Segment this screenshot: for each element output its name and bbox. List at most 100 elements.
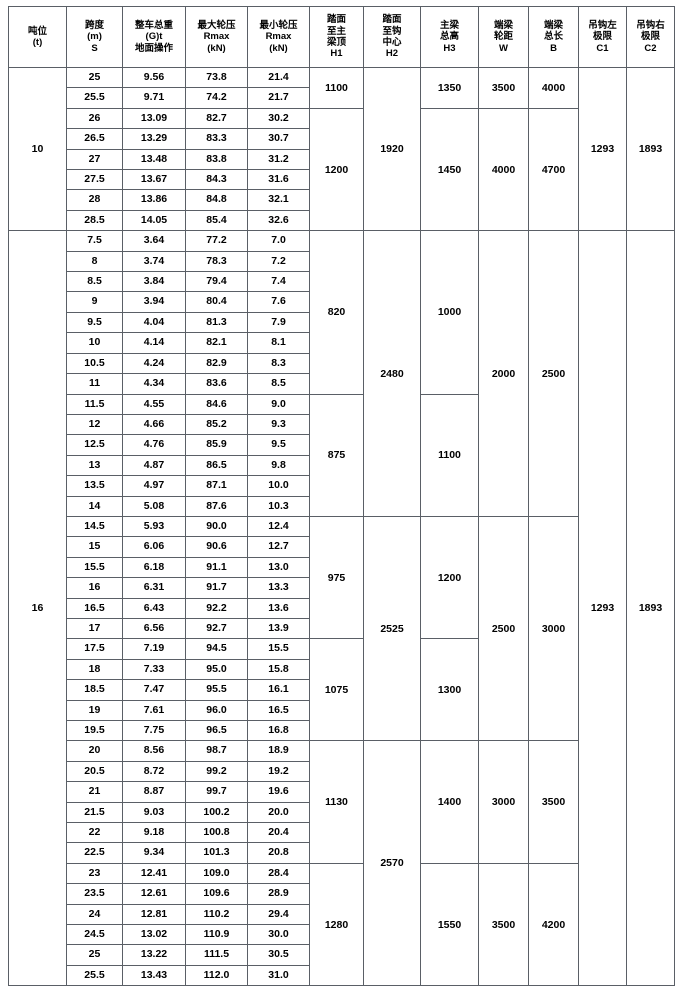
header-line: 端梁 [493, 19, 513, 31]
cell-rmin: 9.0 [247, 393, 310, 415]
header-line: 吊钩右 [636, 19, 665, 31]
cell-rmin: 7.9 [247, 311, 310, 334]
cell-rmax: 95.0 [185, 658, 248, 681]
header-line: 总长 [543, 31, 563, 43]
table-row: 13 4.87 86.5 9.8 [9, 454, 675, 477]
cell-rmin: 13.9 [247, 617, 310, 640]
cell-b: 3000 [528, 515, 579, 742]
column-header-c2: 吊钩右 极限 C2 [626, 6, 675, 68]
table-row: 10 25 9.56 73.8 21.4 1100 1920 1350 3500 4000 1293… [8, 66, 675, 232]
cell-span: 23.5 [66, 883, 123, 905]
cell-gross-weight: 3.64 [122, 230, 186, 252]
cell-rmin: 8.1 [247, 332, 310, 354]
cell-h1: 820 [309, 230, 364, 395]
table-row: 18 7.33 95.0 15.8 [9, 658, 675, 681]
header-line: C1 [596, 42, 609, 54]
cell-h1: 1100 [309, 67, 364, 109]
cell-gross-weight: 4.14 [122, 332, 186, 354]
table-row: 9.5 4.04 81.3 7.9 [9, 311, 675, 334]
cell-gross-weight: 6.56 [122, 617, 186, 640]
cell-rmax: 112.0 [185, 964, 248, 986]
table-row: 8.5 3.84 79.4 7.4 [9, 271, 675, 293]
cell-rmax: 83.6 [185, 373, 248, 395]
cell-gross-weight: 9.71 [122, 87, 186, 109]
cell-span: 26.5 [66, 128, 123, 150]
table-row: 28 13.86 84.8 32.1 [9, 189, 675, 211]
table-row: 22.5 9.34 101.3 20.8 [9, 842, 675, 864]
spec-sheet: 吨位 (t) 跨度 (m) S 整车总重 (G)t 地面操作 最大轮压 Rmax (kN) 最小轮压 R… [8, 6, 675, 986]
header-line: 梁顶 [326, 37, 346, 48]
cell-span: 10 [66, 332, 123, 354]
table-row: 9 3.94 80.4 7.6 [9, 291, 675, 313]
cell-span: 11.5 [66, 393, 123, 415]
column-header-w: 端梁 轮距 W [478, 6, 529, 68]
header-line: 端梁 [543, 19, 563, 31]
cell-gross-weight: 4.66 [122, 413, 186, 436]
cell-rmax: 86.5 [185, 454, 248, 477]
cell-b: 4700 [528, 107, 579, 232]
cell-gross-weight: 4.24 [122, 352, 186, 375]
cell-span: 26 [66, 107, 123, 130]
cell-rmax: 87.6 [185, 495, 248, 517]
cell-rmin: 12.4 [247, 515, 310, 538]
cell-w: 3000 [478, 740, 529, 864]
cell-span: 19.5 [66, 719, 123, 742]
cell-span: 28 [66, 189, 123, 211]
cell-rmax: 99.7 [185, 781, 248, 803]
cell-gross-weight: 6.43 [122, 597, 186, 619]
cell-rmax: 84.3 [185, 169, 248, 191]
cell-rmin: 20.8 [247, 842, 310, 864]
cell-span: 13.5 [66, 475, 123, 497]
cell-rmax: 87.1 [185, 475, 248, 497]
cell-span: 8 [66, 250, 123, 273]
cell-span: 24.5 [66, 924, 123, 946]
header-line: 最大轮压 [197, 19, 236, 31]
cell-gross-weight: 13.22 [122, 944, 186, 966]
cell-rmax: 109.6 [185, 883, 248, 905]
table-row: 18.5 7.47 95.5 16.1 [9, 679, 675, 701]
cell-rmax: 83.3 [185, 128, 248, 150]
cell-span: 15 [66, 536, 123, 558]
table-row: 11.5 4.55 84.6 9.0 875 1100 [9, 393, 675, 517]
cell-rmin: 7.2 [247, 250, 310, 273]
cell-rmax: 111.5 [185, 944, 248, 966]
cell-span: 22.5 [66, 842, 123, 864]
cell-rmax: 100.8 [185, 822, 248, 844]
cell-h1: 1280 [309, 862, 364, 986]
cell-h1: 1200 [309, 107, 364, 232]
cell-rmax: 77.2 [185, 230, 248, 252]
cell-rmin: 21.7 [247, 87, 310, 109]
cell-rmin: 16.8 [247, 719, 310, 742]
cell-rmax: 110.2 [185, 903, 248, 926]
table-row: 19.5 7.75 96.5 16.8 [9, 719, 675, 742]
header-line: 至钩 [382, 25, 402, 37]
cell-gross-weight: 3.84 [122, 271, 186, 293]
cell-rmax: 81.3 [185, 311, 248, 334]
cell-span: 9.5 [66, 311, 123, 334]
cell-gross-weight: 13.02 [122, 924, 186, 946]
table-row: 27 13.48 83.8 31.2 [9, 148, 675, 171]
header-line: (kN) [207, 42, 226, 54]
table-row: 10.5 4.24 82.9 8.3 [9, 352, 675, 375]
cell-b: 4000 [528, 67, 579, 109]
header-line: (kN) [269, 42, 288, 54]
cell-gross-weight: 13.09 [122, 107, 186, 130]
cell-span: 17 [66, 617, 123, 640]
cell-gross-weight: 4.34 [122, 373, 186, 395]
cell-rmin: 30.7 [247, 128, 310, 150]
header-line: B [550, 42, 557, 54]
cell-rmin: 10.0 [247, 475, 310, 497]
cell-rmin: 15.8 [247, 658, 310, 681]
cell-rmin: 20.0 [247, 801, 310, 824]
cell-rmax: 100.2 [185, 801, 248, 824]
cell-gross-weight: 13.86 [122, 189, 186, 211]
cell-rmin: 20.4 [247, 822, 310, 844]
table-row: 8 3.74 78.3 7.2 [9, 250, 675, 273]
cell-gross-weight: 13.67 [122, 169, 186, 191]
cell-rmin: 32.6 [247, 209, 310, 232]
cell-span: 18 [66, 658, 123, 681]
column-header-tonnage: 吨位 (t) [8, 6, 67, 68]
cell-w: 4000 [478, 107, 529, 232]
cell-gross-weight: 5.08 [122, 495, 186, 517]
cell-h3: 1350 [420, 67, 479, 109]
